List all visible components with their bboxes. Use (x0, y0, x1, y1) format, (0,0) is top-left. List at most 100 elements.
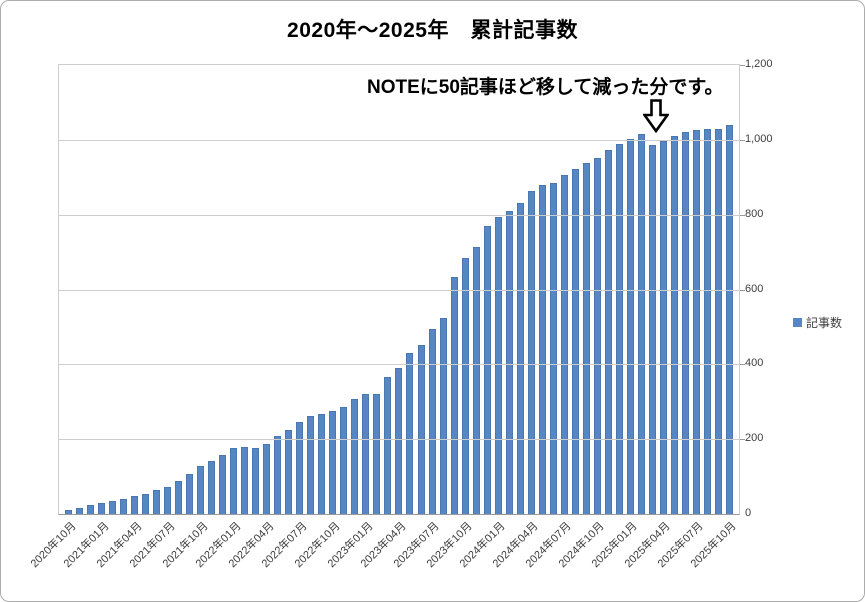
bar (714, 128, 722, 514)
bar-band (382, 65, 393, 514)
bar (241, 447, 249, 514)
bar-band (702, 65, 713, 514)
y-axis-label: 400 (745, 357, 764, 370)
bar-band (647, 65, 658, 514)
bar (109, 500, 117, 514)
bar (648, 144, 656, 514)
bar-band (592, 65, 603, 514)
bar-band (349, 65, 360, 514)
bar (175, 481, 183, 514)
bar (439, 318, 447, 514)
y-axis-label: 600 (745, 282, 764, 295)
bar-band (74, 65, 85, 514)
bar-band (228, 65, 239, 514)
bar-band (393, 65, 404, 514)
bar (186, 474, 194, 514)
bar-band (173, 65, 184, 514)
y-axis-tick (740, 139, 745, 141)
gridline (59, 364, 739, 366)
bar-band (162, 65, 173, 514)
bar-band (427, 65, 438, 514)
bar (582, 162, 590, 514)
bar-band (261, 65, 272, 514)
bar (549, 182, 557, 514)
bar-band (570, 65, 581, 514)
bar-band (96, 65, 107, 514)
y-axis-label: 0 (745, 507, 752, 519)
bar (142, 493, 150, 514)
y-axis-tick (740, 65, 745, 66)
bar-band (537, 65, 548, 514)
bar (626, 138, 634, 514)
bar-band (360, 65, 371, 514)
bar (681, 131, 689, 514)
bar-band (680, 65, 691, 514)
bar (252, 447, 260, 514)
bar-band (482, 65, 493, 514)
bar (362, 394, 370, 514)
bar-band (416, 65, 427, 514)
bar-band (151, 65, 162, 514)
bar-band (614, 65, 625, 514)
bar-band (305, 65, 316, 514)
bar-band (669, 65, 680, 514)
bar (296, 422, 304, 514)
bar-band (206, 65, 217, 514)
bar (76, 508, 84, 514)
bar (703, 128, 711, 514)
y-axis-tick (740, 364, 745, 366)
bar (307, 415, 315, 514)
bar (472, 246, 480, 514)
bar-band (504, 65, 515, 514)
bar-band (404, 65, 415, 514)
bar (461, 258, 469, 514)
bar (65, 510, 72, 514)
bar (428, 329, 436, 514)
bar-band (140, 65, 151, 514)
bar-band (438, 65, 449, 514)
bar-band (338, 65, 349, 514)
bar-band (107, 65, 118, 514)
bar (87, 505, 95, 514)
bar (329, 411, 337, 514)
bar (395, 368, 403, 514)
bar-band (118, 65, 129, 514)
bar-band (691, 65, 702, 514)
bar (692, 130, 700, 514)
y-axis-label: 200 (745, 432, 764, 445)
bar (516, 203, 524, 514)
bar (571, 169, 579, 514)
bar (604, 150, 612, 514)
y-axis-tick (740, 439, 745, 441)
bar-band (493, 65, 504, 514)
y-axis-label: 1,200 (745, 58, 773, 70)
bar (483, 225, 491, 514)
bar (153, 490, 161, 514)
bar (164, 487, 172, 514)
bar (505, 211, 513, 514)
bar-band (272, 65, 283, 514)
bar (406, 353, 414, 514)
y-axis-label: 800 (745, 207, 764, 220)
bar-band (85, 65, 96, 514)
y-axis-tick (740, 214, 745, 216)
bar-band (559, 65, 570, 514)
bar (725, 125, 733, 514)
legend-marker-icon (793, 318, 802, 327)
bar (197, 466, 205, 514)
bar-band (548, 65, 559, 514)
bar-band (129, 65, 140, 514)
bar-band (724, 65, 735, 514)
down-arrow-icon (643, 99, 669, 133)
bar-band (294, 65, 305, 514)
y-axis-tick (740, 289, 745, 291)
bar (131, 496, 139, 514)
y-axis-label: 1,000 (745, 132, 773, 145)
bar-band (217, 65, 228, 514)
bar (274, 435, 282, 514)
gridline (59, 439, 739, 441)
bar-series (59, 65, 739, 514)
bar-band (283, 65, 294, 514)
bar (417, 344, 425, 514)
bar (373, 393, 381, 514)
